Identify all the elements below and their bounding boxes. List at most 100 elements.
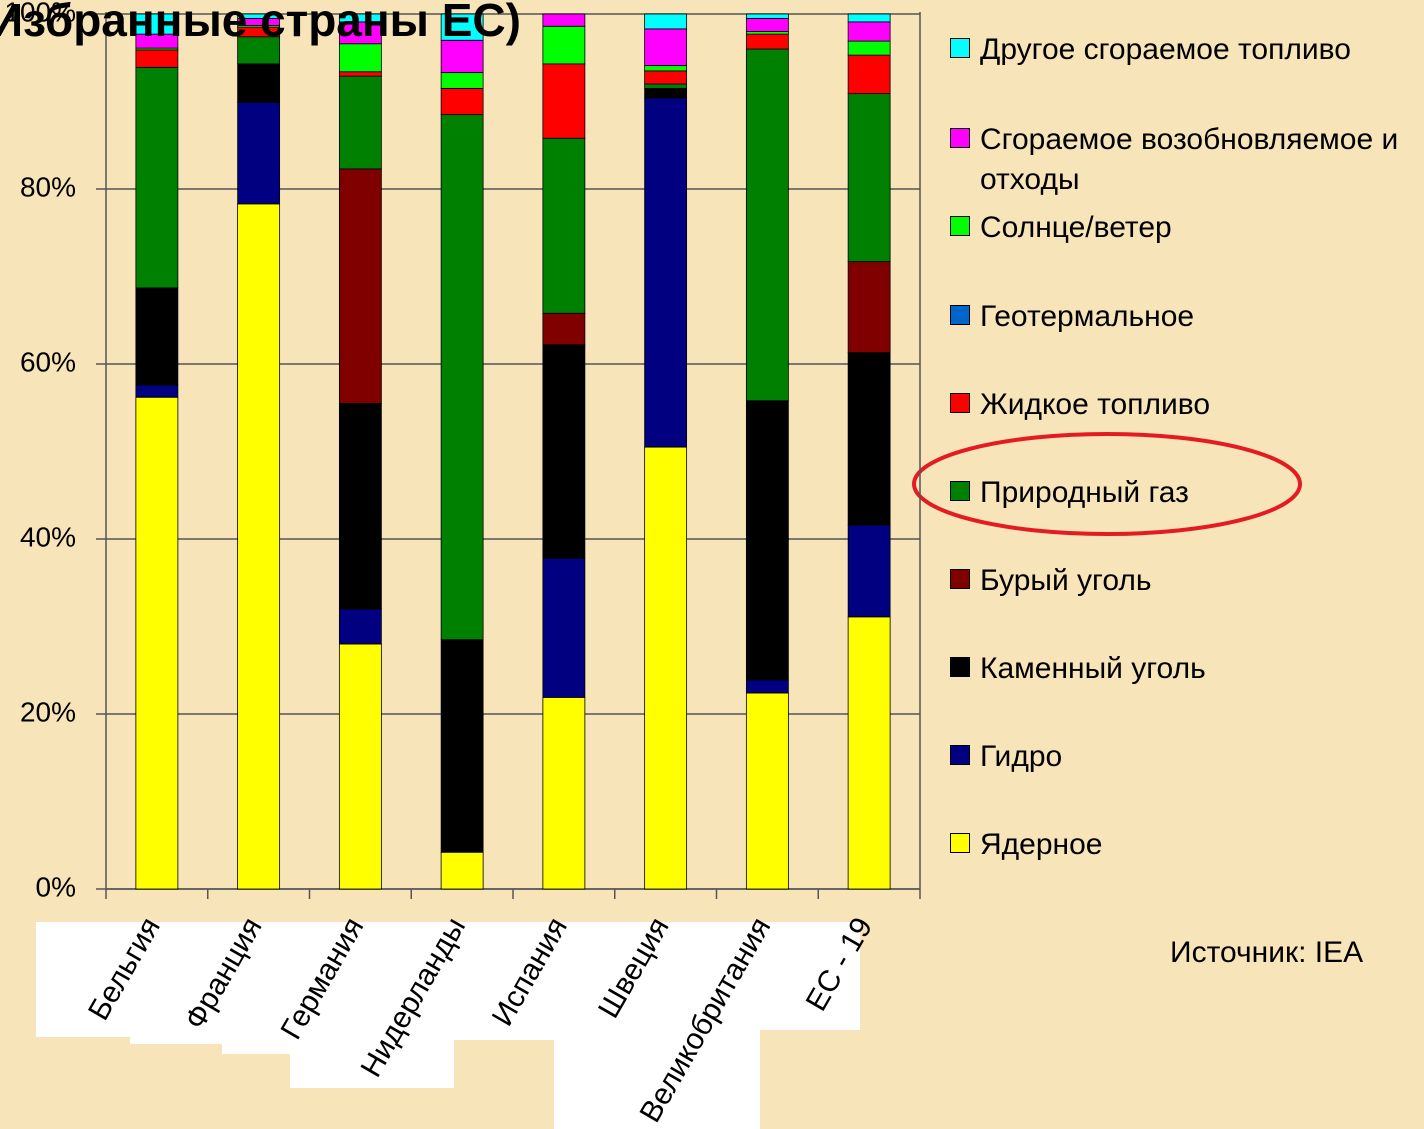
- bar-segment: [542, 696, 586, 890]
- label-box: [554, 922, 760, 1129]
- legend-item: Гидро: [950, 737, 1420, 777]
- bar-segment: [237, 101, 281, 205]
- bar-segment: [644, 28, 688, 67]
- y-tick-label: 100%: [4, 0, 76, 27]
- bar-segment: [847, 13, 891, 23]
- bar-segment: [745, 33, 789, 50]
- bar-segment: [338, 75, 382, 170]
- bar-segment: [338, 168, 382, 404]
- legend-item: Бурый уголь: [950, 561, 1420, 601]
- legend-item: Солнце/ветер: [950, 208, 1420, 248]
- label-box: [36, 922, 136, 1037]
- legend-label: Солнце/ветер: [980, 211, 1172, 244]
- bar-segment: [847, 40, 891, 56]
- bar-segment: [542, 557, 586, 698]
- legend-item: Геотермальное: [950, 297, 1420, 337]
- bar-segment: [440, 114, 484, 641]
- legend-item: Жидкое топливо: [950, 385, 1420, 425]
- bar-segment: [644, 13, 688, 30]
- y-tick-label: 0%: [36, 871, 76, 902]
- bar-segment: [135, 49, 179, 68]
- legend-item: Ядерное: [950, 825, 1420, 865]
- bar-segment: [135, 13, 179, 35]
- legend-swatch: [950, 481, 970, 501]
- legend-item: Природный газ: [950, 473, 1420, 513]
- bar-segment: [542, 25, 586, 65]
- legend-swatch: [950, 745, 970, 765]
- legend-label: Геотермальное: [980, 300, 1195, 333]
- bar-segment: [542, 344, 586, 559]
- bar-segment: [542, 13, 586, 27]
- bar-segment: [542, 63, 586, 139]
- bar-segment: [745, 679, 789, 694]
- legend-swatch: [950, 128, 970, 148]
- legend-label: Жидкое топливо: [980, 388, 1211, 421]
- bar-segment: [745, 692, 789, 890]
- legend-swatch: [950, 833, 970, 853]
- legend-swatch: [950, 216, 970, 236]
- bar-segment: [237, 203, 281, 890]
- bar-segment: [338, 43, 382, 73]
- label-box: [740, 922, 860, 1030]
- bar-segment: [440, 851, 484, 890]
- bar-segment: [745, 17, 789, 32]
- y-tick-label: 80%: [20, 171, 76, 202]
- bar-segment: [135, 396, 179, 890]
- legend-label: Каменный уголь: [980, 652, 1206, 685]
- legend-swatch: [950, 657, 970, 677]
- bar-segment: [135, 384, 179, 398]
- legend-swatch: [950, 569, 970, 589]
- source-note: Источник: IEA: [1170, 936, 1364, 969]
- bar-segment: [542, 137, 586, 314]
- bar-segment: [440, 639, 484, 853]
- bar-segment: [440, 39, 484, 74]
- bar-segment: [338, 608, 382, 645]
- legend-label: Сгораемое возобновляемое и отходы: [980, 123, 1399, 196]
- bar-segment: [745, 48, 789, 402]
- bar-segment: [847, 261, 891, 354]
- bar-segment: [237, 63, 281, 103]
- bar-segment: [644, 65, 688, 72]
- bar-segment: [135, 287, 179, 386]
- legend-swatch: [950, 393, 970, 413]
- bar-segment: [440, 87, 484, 116]
- legend-label: Ядерное: [980, 828, 1103, 861]
- bar-segment: [237, 13, 281, 19]
- label-box: [430, 922, 554, 1040]
- bar-segment: [338, 402, 382, 610]
- bar-segment: [847, 54, 891, 95]
- highlight-ellipse: [912, 432, 1302, 536]
- bar-segment: [135, 66, 179, 289]
- bar-segment: [440, 72, 484, 89]
- legend-swatch: [950, 305, 970, 325]
- bar-segment: [338, 13, 382, 23]
- bar-segment: [847, 524, 891, 618]
- bar-segment: [542, 312, 586, 346]
- bar-segment: [440, 13, 484, 41]
- chart-title: Избранные страны ЕС): [0, 0, 521, 46]
- bar-segment: [644, 87, 688, 99]
- bar-segment: [847, 93, 891, 263]
- bar-segment: [644, 446, 688, 890]
- y-tick-label: 60%: [20, 346, 76, 377]
- bar-segment: [847, 21, 891, 42]
- legend-item: Сгораемое возобновляемое и отходы: [950, 120, 1420, 200]
- label-box: [130, 922, 230, 1044]
- bar-segment: [847, 616, 891, 890]
- legend-item: Каменный уголь: [950, 649, 1420, 689]
- bar-segment: [644, 83, 688, 89]
- label-box: [290, 922, 454, 1088]
- y-tick-label: 40%: [20, 521, 76, 552]
- bar-segment: [338, 643, 382, 890]
- legend-label: Гидро: [980, 740, 1063, 773]
- legend-swatch: [950, 38, 970, 58]
- legend-label: Природный газ: [980, 476, 1189, 509]
- bar-segment: [745, 13, 789, 19]
- bar-segment: [745, 400, 789, 681]
- bar-segment: [338, 71, 382, 77]
- y-tick-label: 20%: [20, 696, 76, 727]
- legend-item: Другое сгораемое топливо: [950, 30, 1420, 70]
- bar-segment: [644, 97, 688, 448]
